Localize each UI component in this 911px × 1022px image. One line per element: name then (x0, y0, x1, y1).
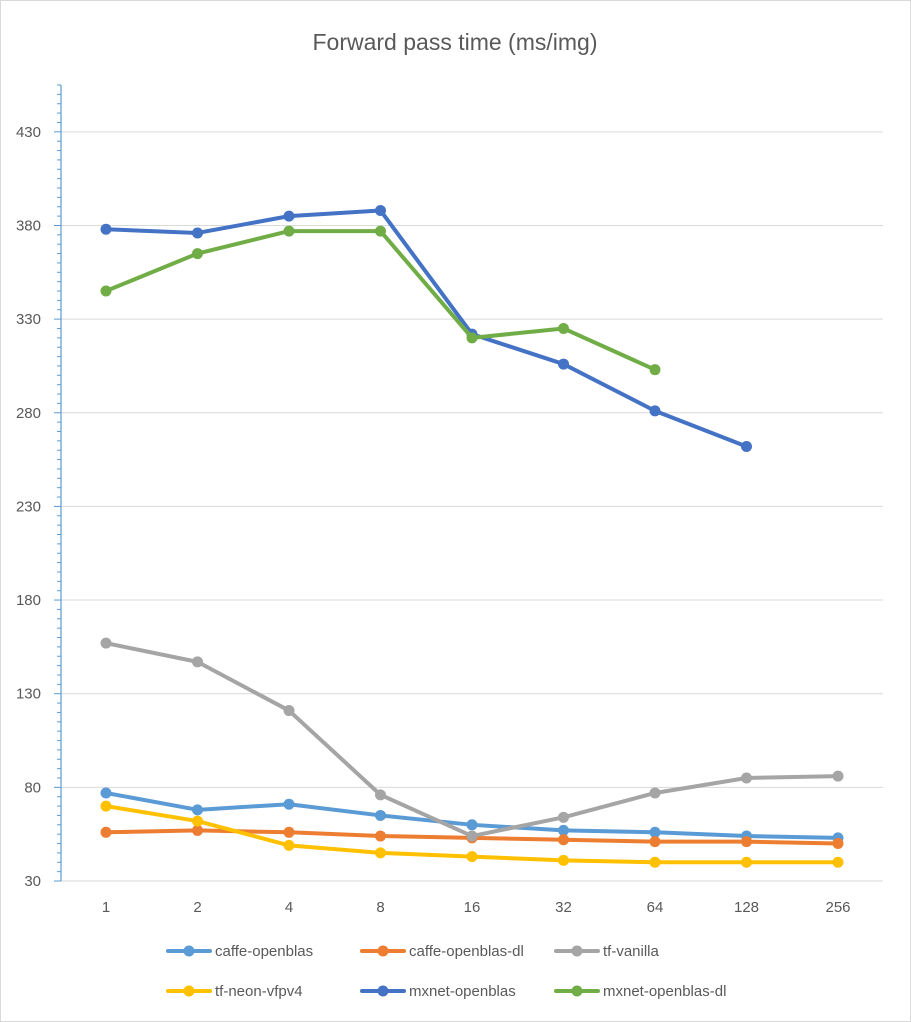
chart-title: Forward pass time (ms/img) (313, 29, 598, 55)
y-tick-label: 30 (24, 873, 41, 890)
series-tf-neon-vfpv4 (100, 800, 844, 868)
x-tick-label: 128 (734, 899, 759, 916)
x-tick-label: 8 (376, 899, 384, 916)
y-tick-label: 280 (16, 405, 41, 422)
data-point-tf-vanilla (558, 811, 569, 823)
x-tick-label: 16 (464, 899, 481, 916)
data-point-caffe-openblas (192, 804, 203, 816)
data-point-mxnet-openblas-dl (192, 248, 203, 260)
y-tick-label: 230 (16, 498, 41, 515)
series-line-mxnet-openblas-dl (104, 229, 657, 372)
x-tick-labels: 1 2 4 8 16 32 64 128 256 (102, 899, 851, 916)
data-point-caffe-openblas-dl (558, 834, 569, 846)
legend-swatch-marker (183, 945, 195, 957)
y-tick-label: 180 (16, 592, 41, 609)
data-point-tf-neon-vfpv4 (375, 847, 386, 859)
legend-label: caffe-openblas-dl (409, 943, 524, 960)
y-tick-label: 130 (16, 686, 41, 703)
data-point-mxnet-openblas-dl (100, 285, 112, 297)
legend[interactable]: caffe-openblas caffe-openblas-dl tf-vanill… (166, 943, 726, 1000)
x-tick-label: 1 (102, 899, 110, 916)
data-point-tf-vanilla (832, 770, 844, 782)
data-point-tf-vanilla (283, 705, 295, 717)
x-tick-label: 2 (193, 899, 201, 916)
data-point-caffe-openblas-dl (283, 826, 295, 838)
y-axis (54, 84, 62, 882)
legend-swatch-marker (183, 985, 195, 997)
data-point-caffe-openblas-dl (375, 830, 386, 842)
legend-label: tf-neon-vfpv4 (215, 983, 303, 1000)
x-tick-label: 256 (825, 899, 850, 916)
y-tick-label: 380 (16, 217, 41, 234)
data-point-tf-neon-vfpv4 (832, 856, 844, 868)
data-point-mxnet-openblas (283, 210, 295, 222)
data-point-mxnet-openblas-dl (375, 225, 386, 237)
data-point-tf-neon-vfpv4 (466, 851, 478, 863)
data-point-tf-neon-vfpv4 (649, 856, 661, 868)
series-lines (100, 204, 844, 868)
legend-swatch-marker (377, 985, 389, 997)
data-point-caffe-openblas (100, 787, 112, 799)
y-tick-labels: 30 80 130 180 230 280 330 380 430 (16, 124, 41, 890)
data-point-tf-neon-vfpv4 (558, 854, 569, 866)
legend-swatch-marker (571, 945, 583, 957)
data-point-tf-neon-vfpv4 (741, 856, 752, 868)
data-point-mxnet-openblas-dl (649, 364, 661, 376)
data-point-mxnet-openblas-dl (466, 332, 478, 344)
legend-swatch-marker (377, 945, 389, 957)
data-point-caffe-openblas (283, 798, 295, 810)
data-point-tf-vanilla (192, 656, 203, 668)
x-tick-label: 64 (647, 899, 664, 916)
data-point-mxnet-openblas (375, 204, 386, 216)
legend-label: mxnet-openblas-dl (603, 983, 726, 1000)
data-point-tf-neon-vfpv4 (192, 815, 203, 827)
data-point-tf-vanilla (100, 637, 112, 649)
data-point-caffe-openblas (558, 824, 569, 836)
data-point-tf-vanilla (466, 830, 478, 842)
data-point-mxnet-openblas-dl (558, 322, 569, 334)
y-tick-label: 80 (24, 779, 41, 796)
gridlines (61, 131, 883, 882)
data-point-tf-vanilla (375, 789, 386, 801)
data-point-tf-neon-vfpv4 (283, 839, 295, 851)
data-point-caffe-openblas-dl (832, 838, 844, 850)
data-point-mxnet-openblas (649, 405, 661, 417)
legend-item-tf-vanilla[interactable]: tf-vanilla (554, 943, 660, 960)
legend-item-caffe-openblas-dl[interactable]: caffe-openblas-dl (360, 943, 524, 960)
series-caffe-openblas (100, 787, 844, 844)
data-point-mxnet-openblas (100, 223, 112, 235)
data-point-caffe-openblas-dl (741, 836, 752, 848)
x-tick-label: 32 (555, 899, 572, 916)
series-line-mxnet-openblas (104, 208, 749, 449)
data-point-caffe-openblas (375, 809, 386, 821)
data-point-caffe-openblas-dl (649, 836, 661, 848)
data-point-caffe-openblas (466, 819, 478, 831)
legend-label: caffe-openblas (215, 943, 313, 960)
data-point-tf-neon-vfpv4 (100, 800, 112, 812)
data-point-mxnet-openblas-dl (283, 225, 295, 237)
data-point-tf-vanilla (741, 772, 752, 784)
series-mxnet-openblas (100, 204, 752, 452)
data-point-tf-vanilla (649, 787, 661, 799)
series-mxnet-openblas-dl (100, 225, 661, 376)
data-point-mxnet-openblas (558, 358, 569, 370)
data-point-mxnet-openblas (192, 227, 203, 239)
data-point-caffe-openblas-dl (192, 824, 203, 836)
x-tick-label: 4 (285, 899, 293, 916)
series-tf-vanilla (100, 637, 844, 842)
legend-swatch-marker (571, 985, 583, 997)
data-point-caffe-openblas-dl (100, 826, 112, 838)
y-tick-label: 430 (16, 124, 41, 141)
data-point-caffe-openblas (649, 826, 661, 838)
legend-label: mxnet-openblas (409, 983, 516, 1000)
legend-label: tf-vanilla (603, 943, 660, 960)
y-tick-label: 330 (16, 311, 41, 328)
data-point-mxnet-openblas (741, 440, 752, 452)
legend-item-mxnet-openblas-dl[interactable]: mxnet-openblas-dl (554, 983, 726, 1000)
legend-item-mxnet-openblas[interactable]: mxnet-openblas (360, 983, 516, 1000)
legend-item-caffe-openblas[interactable]: caffe-openblas (166, 943, 313, 960)
legend-item-tf-neon-vfpv4[interactable]: tf-neon-vfpv4 (166, 983, 303, 1000)
